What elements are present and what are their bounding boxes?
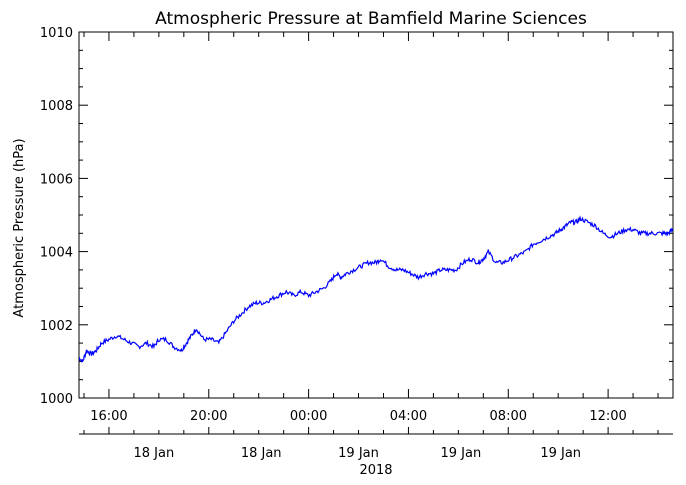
date-label: 18 Jan [134, 446, 175, 461]
y-tick-label: 1010 [40, 26, 73, 41]
x-tick-label: 12:00 [589, 409, 626, 424]
date-label: 19 Jan [540, 446, 581, 461]
tick-marks [79, 31, 673, 434]
y-tick-label: 1000 [40, 392, 73, 407]
tick-labels: 1000 1002 1004 1006 1008 1010 16:00 20:00 00:00 0… [40, 26, 627, 461]
x-tick-label: 00:00 [290, 409, 327, 424]
y-tick-label: 1002 [40, 319, 73, 334]
y-tick-label: 1004 [40, 246, 73, 261]
y-tick-label: 1006 [40, 172, 73, 187]
x-tick-label: 08:00 [490, 409, 527, 424]
x-tick-label: 20:00 [190, 409, 227, 424]
x-tick-label: 04:00 [390, 409, 427, 424]
chart-title: Atmospheric Pressure at Bamfield Marine … [155, 9, 587, 29]
pressure-series-line [78, 215, 674, 363]
year-label: 2018 [359, 463, 392, 478]
x-tick-label: 16:00 [90, 409, 127, 424]
date-label: 19 Jan [440, 446, 481, 461]
y-tick-label: 1008 [40, 99, 73, 114]
date-label: 18 Jan [241, 446, 282, 461]
date-label: 19 Jan [338, 446, 379, 461]
y-axis-label: Atmospheric Pressure (hPa) [12, 138, 27, 317]
